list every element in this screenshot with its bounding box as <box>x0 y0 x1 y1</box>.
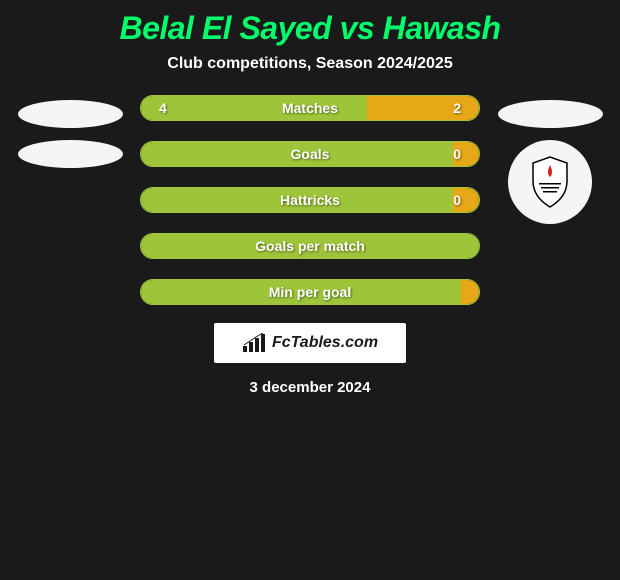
right-player-col <box>495 95 605 305</box>
stat-left-value: 4 <box>159 100 167 116</box>
branding-box: FcTables.com <box>214 323 406 363</box>
comparison-row: 4 2 Matches 0 Goals 0 Hattricks Goals per match… <box>0 95 620 305</box>
player-photo-placeholder-right <box>498 100 603 128</box>
stat-right-value: 0 <box>453 192 461 208</box>
stat-bar-right: 0 <box>453 142 479 166</box>
stat-label: Matches <box>282 100 338 116</box>
stats-bars: 4 2 Matches 0 Goals 0 Hattricks Goals per match… <box>140 95 480 305</box>
stat-bar: 0 Goals <box>140 141 480 167</box>
stat-label: Min per goal <box>269 284 351 300</box>
player-club-placeholder-left <box>18 140 123 168</box>
left-player-col <box>15 95 125 305</box>
stat-label: Goals <box>291 146 330 162</box>
page-subtitle: Club competitions, Season 2024/2025 <box>167 55 452 73</box>
date-text: 3 december 2024 <box>250 379 371 396</box>
stat-bar-right: 0 <box>453 188 479 212</box>
stat-right-value: 0 <box>453 146 461 162</box>
stat-bar: Min per goal <box>140 279 480 305</box>
stat-bar: Goals per match <box>140 233 480 259</box>
stat-bar: 0 Hattricks <box>140 187 480 213</box>
club-badge-right <box>508 140 592 224</box>
branding-text: FcTables.com <box>272 334 378 352</box>
stat-bar-right <box>461 280 479 304</box>
stat-right-value: 2 <box>453 100 461 116</box>
page-title: Belal El Sayed vs Hawash <box>119 10 500 47</box>
shield-icon <box>527 155 573 209</box>
stat-label: Hattricks <box>280 192 340 208</box>
stat-label: Goals per match <box>255 238 365 254</box>
stat-bar-right: 2 <box>367 96 479 120</box>
bar-chart-icon <box>242 333 266 353</box>
stat-bar: 4 2 Matches <box>140 95 480 121</box>
player-photo-placeholder-left <box>18 100 123 128</box>
